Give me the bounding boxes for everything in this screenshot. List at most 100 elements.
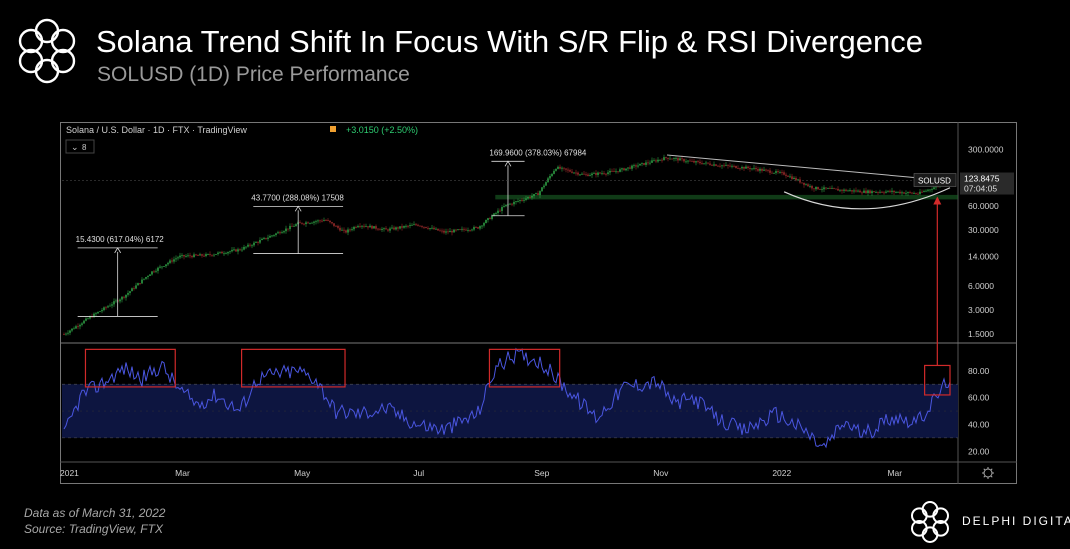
candle-body — [505, 204, 507, 207]
candle-body — [543, 185, 545, 188]
candle-body — [839, 189, 841, 191]
candle-body — [219, 251, 221, 253]
candle-body — [795, 177, 797, 181]
tradingview-chart[interactable]: Solana / U.S. Dollar · 1D · FTX · Tradin… — [60, 122, 1017, 484]
candle-body — [703, 163, 705, 165]
page-subtitle: SOLUSD (1D) Price Performance — [97, 63, 410, 86]
candle-body — [515, 201, 517, 203]
candle-body — [251, 245, 253, 247]
candle-body — [531, 195, 533, 198]
candle-body — [849, 190, 851, 192]
candle-body — [719, 165, 721, 167]
candle-body — [277, 232, 279, 234]
candle-body — [469, 230, 471, 231]
candle-body — [379, 229, 381, 231]
candle-body — [497, 210, 499, 213]
rsi-tick-label: 40.00 — [968, 419, 990, 429]
candle-body — [589, 175, 591, 177]
candle-body — [165, 264, 167, 267]
candle-body — [447, 231, 449, 233]
candle-body — [555, 168, 557, 171]
rsi-tick-label: 20.00 — [968, 446, 990, 456]
candle-body — [553, 170, 555, 174]
candle-body — [887, 190, 889, 192]
candle-body — [343, 229, 345, 231]
candle-body — [305, 222, 307, 225]
candle-body — [279, 232, 281, 234]
candle-body — [783, 172, 785, 175]
candle-body — [517, 201, 519, 202]
candle-body — [755, 167, 757, 170]
indicator-toggle-button — [65, 139, 95, 154]
candle-body — [243, 246, 245, 250]
candle-body — [265, 237, 267, 239]
candle-body — [69, 330, 71, 333]
candle-body — [217, 252, 219, 255]
candle-body — [443, 230, 445, 233]
candle-body — [431, 227, 433, 229]
candle-body — [723, 165, 725, 167]
candle-body — [695, 161, 697, 163]
candle-body — [399, 226, 401, 229]
candle-body — [185, 255, 187, 257]
gear-icon[interactable] — [982, 467, 994, 479]
candle-body — [373, 226, 375, 229]
candle-body — [895, 192, 897, 193]
candle-body — [769, 170, 771, 173]
candle-body — [461, 228, 463, 230]
candle-body — [699, 161, 701, 164]
candle-body — [291, 225, 293, 227]
candle-body — [687, 160, 689, 162]
candle-body — [741, 166, 743, 169]
alert-icon — [330, 126, 336, 132]
candle-body — [903, 192, 905, 194]
candle-body — [743, 166, 745, 169]
candle-body — [207, 254, 209, 255]
candle-body — [175, 258, 177, 260]
time-tick-label: 2022 — [772, 468, 791, 478]
gear-tooth — [990, 475, 993, 478]
candle-body — [765, 169, 767, 171]
candle-body — [885, 191, 887, 193]
candle-body — [135, 285, 137, 289]
candle-body — [287, 228, 289, 230]
candle-body — [709, 163, 711, 165]
candle-body — [541, 187, 543, 192]
candle-body — [871, 191, 873, 194]
candle-body — [357, 226, 359, 228]
candle-body — [521, 200, 523, 201]
candle-body — [529, 197, 531, 198]
candle-body — [591, 173, 593, 176]
candle-body — [599, 172, 601, 174]
candle-body — [569, 170, 571, 172]
rsi-highlight-box-2 — [240, 348, 346, 388]
candle-body — [919, 191, 921, 194]
measure-annotation-1: 15.4300 (617.04%) 6172 — [76, 235, 164, 317]
candle-body — [385, 228, 387, 230]
candle-body — [645, 162, 647, 165]
candle-body — [441, 230, 443, 232]
rsi-line — [63, 347, 951, 449]
candle-body — [417, 224, 419, 226]
candle-body — [667, 157, 669, 159]
descending-trendline — [666, 154, 951, 182]
candle-body — [593, 172, 595, 174]
candle-body — [863, 190, 865, 193]
candle-body — [825, 187, 827, 189]
candle-body — [105, 307, 107, 309]
candle-body — [163, 266, 165, 267]
candle-body — [819, 189, 821, 191]
candle-body — [353, 226, 355, 230]
candle-body — [347, 229, 349, 233]
candle-body — [313, 221, 315, 223]
candle-body — [587, 174, 589, 177]
candle-body — [823, 187, 825, 190]
candle-body — [95, 313, 97, 315]
candle-body — [211, 254, 213, 256]
candle-body — [539, 191, 541, 196]
candle-body — [909, 192, 911, 193]
rsi-tick-label: 60.00 — [968, 393, 990, 403]
candle-body — [103, 307, 105, 311]
candle-body — [267, 237, 269, 239]
candle-body — [567, 169, 569, 171]
